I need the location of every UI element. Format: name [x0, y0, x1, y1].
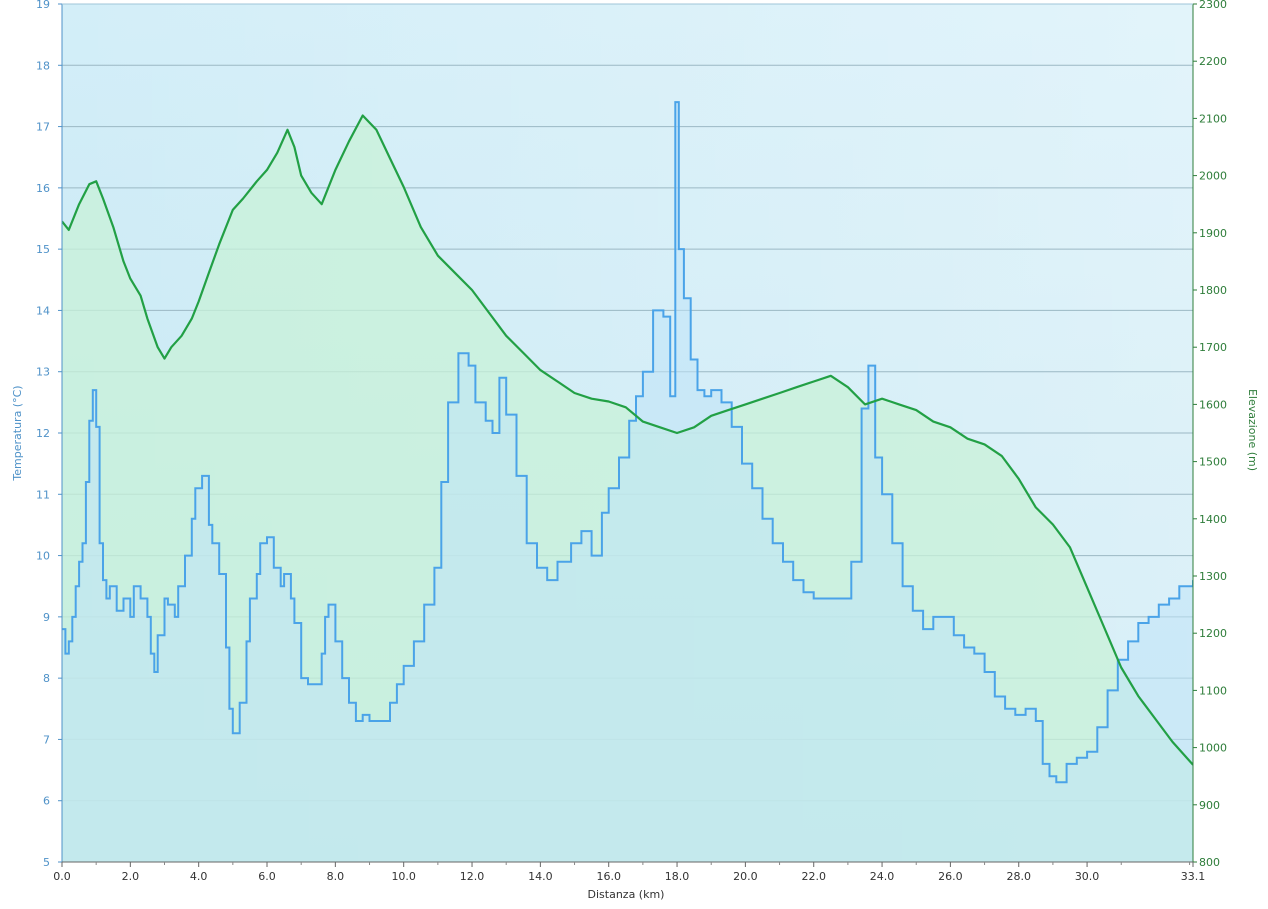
- elevation-line: [62, 114, 1193, 766]
- left-tick-label: 8: [43, 672, 50, 685]
- right-tick-label: 1700: [1199, 341, 1227, 354]
- left-tick-label: 7: [43, 733, 50, 746]
- left-tick-label: 10: [36, 550, 50, 563]
- x-tick-label: 4.0: [190, 870, 208, 883]
- x-tick-label: 10.0: [391, 870, 416, 883]
- left-tick-label: 17: [36, 121, 50, 134]
- right-tick-label: 900: [1199, 799, 1220, 812]
- x-tick-label: 24.0: [870, 870, 895, 883]
- x-tick-label: 0.0: [53, 870, 71, 883]
- right-tick-label: 1100: [1199, 684, 1227, 697]
- x-tick-label: 14.0: [528, 870, 553, 883]
- temperature-area: [62, 102, 1193, 862]
- right-axis-ticks: 800 900 1000 1100 1200 1300 1400 1500 1600 1700 18…: [1193, 0, 1227, 869]
- right-tick-label: 800: [1199, 856, 1220, 869]
- left-tick-label: 5: [43, 856, 50, 869]
- left-tick-label: 13: [36, 366, 50, 379]
- x-tick-label: 8.0: [327, 870, 345, 883]
- series-layer: [62, 101, 1193, 862]
- x-tick-label: 28.0: [1006, 870, 1031, 883]
- left-axis-ticks: 5 6 7 8 9 10 11 12 13 14 15 16 17 18 19: [36, 0, 62, 869]
- x-tick-label: 18.0: [665, 870, 690, 883]
- left-axis-title: Temperatura (°C): [11, 385, 24, 481]
- right-tick-label: 1400: [1199, 513, 1227, 526]
- right-axis-title: Elevazione (m): [1246, 389, 1259, 471]
- right-tick-label: 2000: [1199, 170, 1227, 183]
- x-axis-ticks: 0.0 2.0 4.0 6.0 8.0 10.0 12.0 14.0 16.0 18.0 20.0 2…: [53, 862, 1205, 883]
- right-tick-label: 1500: [1199, 456, 1227, 469]
- x-tick-label: 6.0: [258, 870, 276, 883]
- x-axis-title: Distanza (km): [588, 888, 665, 901]
- right-tick-label: 1600: [1199, 398, 1227, 411]
- right-tick-label: 2300: [1199, 0, 1227, 11]
- x-tick-label: 2.0: [122, 870, 140, 883]
- right-tick-label: 1000: [1199, 742, 1227, 755]
- right-tick-label: 1800: [1199, 284, 1227, 297]
- left-tick-label: 6: [43, 795, 50, 808]
- temperature-line: [62, 101, 1193, 784]
- left-tick-label: 19: [36, 0, 50, 11]
- x-tick-label: 26.0: [938, 870, 963, 883]
- left-tick-label: 11: [36, 488, 50, 501]
- right-tick-label: 2200: [1199, 55, 1227, 68]
- left-tick-label: 18: [36, 59, 50, 72]
- x-tick-label: 16.0: [596, 870, 621, 883]
- left-tick-label: 9: [43, 611, 50, 624]
- right-tick-label: 1200: [1199, 627, 1227, 640]
- left-tick-label: 16: [36, 182, 50, 195]
- left-tick-label: 15: [36, 243, 50, 256]
- right-tick-label: 2100: [1199, 112, 1227, 125]
- right-tick-label: 1300: [1199, 570, 1227, 583]
- x-tick-label: 20.0: [733, 870, 758, 883]
- x-tick-label: 30.0: [1075, 870, 1100, 883]
- left-tick-label: 14: [36, 304, 50, 317]
- x-tick-label: 12.0: [460, 870, 485, 883]
- x-tick-label: 33.1: [1181, 870, 1206, 883]
- left-tick-label: 12: [36, 427, 50, 440]
- x-tick-label: 22.0: [801, 870, 826, 883]
- right-tick-label: 1900: [1199, 227, 1227, 240]
